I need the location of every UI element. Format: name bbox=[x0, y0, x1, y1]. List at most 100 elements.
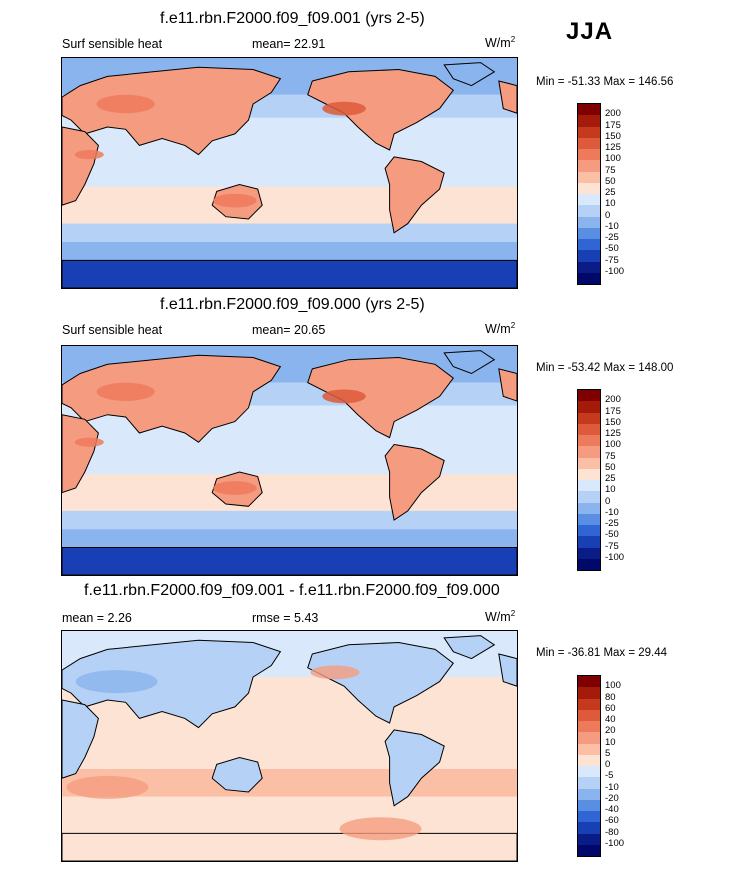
colorbar-swatch bbox=[578, 536, 600, 548]
colorbar-swatch bbox=[578, 149, 600, 161]
samerica-outline bbox=[384, 443, 445, 521]
panel-3-rmse: rmse = 5.43 bbox=[252, 611, 319, 625]
colorbar-label: 200 bbox=[605, 108, 621, 120]
colorbar-label: 100 bbox=[605, 153, 621, 165]
africa-outline bbox=[62, 126, 99, 206]
colorbar-label: 0 bbox=[605, 209, 611, 221]
colorbar-swatch bbox=[578, 182, 600, 194]
colorbar-label: 75 bbox=[605, 450, 616, 462]
panel-2-map bbox=[61, 345, 518, 576]
colorbar-swatch bbox=[578, 698, 600, 710]
colorbar-swatch bbox=[578, 457, 600, 469]
colorbar-swatch bbox=[578, 709, 600, 721]
colorbar-swatch bbox=[578, 502, 600, 514]
colorbar-label: 40 bbox=[605, 714, 616, 725]
europe-outline bbox=[498, 368, 517, 402]
eurasia-outline bbox=[62, 639, 282, 729]
colorbar-label: 10 bbox=[605, 736, 616, 748]
colorbar-label: -100 bbox=[605, 265, 625, 277]
colorbar-label: -100 bbox=[605, 551, 625, 563]
colorbar-label: 25 bbox=[605, 473, 616, 484]
colorbar-swatch bbox=[578, 194, 600, 206]
greenland-outline bbox=[443, 635, 496, 660]
colorbar-swatch bbox=[578, 480, 600, 492]
namerica-outline bbox=[307, 641, 454, 724]
hotspot bbox=[96, 94, 155, 114]
europe-outline bbox=[498, 653, 517, 687]
samerica-outline bbox=[384, 729, 445, 807]
colorbar-label: -75 bbox=[605, 540, 619, 552]
colorbar-label: 80 bbox=[605, 691, 616, 703]
colorbar-label: -50 bbox=[605, 529, 619, 541]
colorbar-label: -75 bbox=[605, 254, 619, 266]
field-band bbox=[62, 510, 517, 530]
eurasia-outline bbox=[62, 66, 282, 156]
colorbar-swatch bbox=[578, 525, 600, 537]
colorbar-swatch bbox=[578, 423, 600, 435]
colorbar-label: 125 bbox=[605, 142, 621, 153]
colorbar-swatch bbox=[578, 104, 600, 116]
colorbar-swatch bbox=[578, 547, 600, 559]
hotspot bbox=[213, 193, 257, 208]
colorbar-swatch bbox=[578, 272, 600, 284]
panel-1-map bbox=[61, 57, 518, 289]
colorbar-swatch bbox=[578, 160, 600, 172]
colorbar-label: -10 bbox=[605, 506, 619, 518]
colorbar-swatch bbox=[578, 833, 600, 845]
colorbar-label: 150 bbox=[605, 416, 621, 428]
colorbar-label: 50 bbox=[605, 461, 616, 473]
colorbar-label: -5 bbox=[605, 770, 614, 782]
colorbar-label: 0 bbox=[605, 759, 611, 770]
panel-2-title: f.e11.rbn.F2000.f09_f09.000 (yrs 2-5) bbox=[160, 296, 425, 313]
colorbar-swatch bbox=[578, 205, 600, 217]
panel-1-variable: Surf sensible heat bbox=[62, 37, 163, 51]
colorbar-swatch bbox=[578, 687, 600, 699]
season-label: JJA bbox=[566, 18, 614, 45]
colorbar-label: -80 bbox=[605, 826, 619, 838]
antarctica-outline bbox=[62, 832, 517, 861]
anomaly-spot bbox=[339, 817, 422, 841]
panel-3-title: f.e11.rbn.F2000.f09_f09.001 - f.e11.rbn.… bbox=[84, 582, 500, 599]
colorbar-swatch bbox=[578, 799, 600, 811]
panel-1-title: f.e11.rbn.F2000.f09_f09.001 (yrs 2-5) bbox=[160, 10, 425, 27]
field-band bbox=[62, 474, 517, 511]
colorbar-label: 125 bbox=[605, 428, 621, 439]
colorbar-label: 10 bbox=[605, 198, 616, 210]
colorbar-swatch bbox=[578, 721, 600, 733]
panel-1-mean: mean= 22.91 bbox=[252, 37, 326, 51]
colorbar-swatch bbox=[578, 227, 600, 239]
antarctica-outline bbox=[62, 259, 517, 288]
panel-2-colorbar bbox=[577, 389, 601, 571]
colorbar-label: 5 bbox=[605, 747, 611, 759]
field-band bbox=[62, 529, 517, 548]
colorbar-label: -20 bbox=[605, 792, 619, 804]
panel-2-variable: Surf sensible heat bbox=[62, 323, 163, 337]
panel-2-units: W/m2 bbox=[485, 321, 516, 337]
hotspot bbox=[96, 382, 155, 401]
colorbar-swatch bbox=[578, 435, 600, 447]
colorbar-label: 20 bbox=[605, 725, 616, 737]
colorbar-swatch bbox=[578, 126, 600, 138]
colorbar-label: 50 bbox=[605, 175, 616, 187]
anomaly-spot bbox=[66, 775, 149, 799]
colorbar-swatch bbox=[578, 491, 600, 503]
colorbar-swatch bbox=[578, 115, 600, 127]
colorbar-label: -10 bbox=[605, 220, 619, 232]
eurasia-outline bbox=[62, 354, 282, 443]
colorbar-label: 100 bbox=[605, 680, 621, 692]
field-band bbox=[62, 186, 517, 224]
colorbar-label: -40 bbox=[605, 804, 619, 815]
colorbar-label: -50 bbox=[605, 243, 619, 255]
antarctica-outline bbox=[62, 547, 517, 575]
colorbar-label: 10 bbox=[605, 484, 616, 496]
colorbar-swatch bbox=[578, 811, 600, 823]
colorbar-swatch bbox=[578, 558, 600, 570]
colorbar-label: 175 bbox=[605, 405, 621, 417]
colorbar-swatch bbox=[578, 766, 600, 778]
colorbar-swatch bbox=[578, 401, 600, 413]
hotspot bbox=[322, 101, 366, 116]
colorbar-swatch bbox=[578, 743, 600, 755]
colorbar-label: 0 bbox=[605, 495, 611, 507]
colorbar-label: 200 bbox=[605, 394, 621, 406]
colorbar-label: -25 bbox=[605, 232, 619, 243]
